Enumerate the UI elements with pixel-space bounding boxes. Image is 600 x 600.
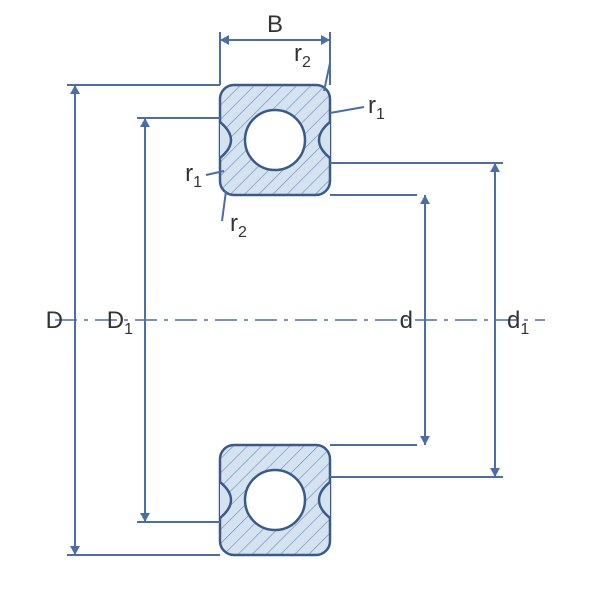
svg-text:r1: r1 [185,160,202,191]
svg-text:d: d [400,307,413,334]
dim-B: B [220,11,330,85]
bottom-section-ball [245,470,305,530]
svg-text:D1: D1 [107,307,133,338]
svg-text:r2: r2 [230,210,247,241]
svg-text:D: D [46,307,63,334]
bearing-dimension-diagram: B D D1 d d1 r2 r1 r1 r2 [0,0,600,600]
dim-D1: D1 [107,118,220,522]
svg-text:r1: r1 [368,92,385,123]
top-section-ball [245,110,305,170]
svg-text:r2: r2 [294,40,311,71]
svg-text:B: B [267,11,283,38]
bottom-section [220,445,330,555]
top-section [220,85,330,195]
svg-text:d1: d1 [507,307,529,338]
